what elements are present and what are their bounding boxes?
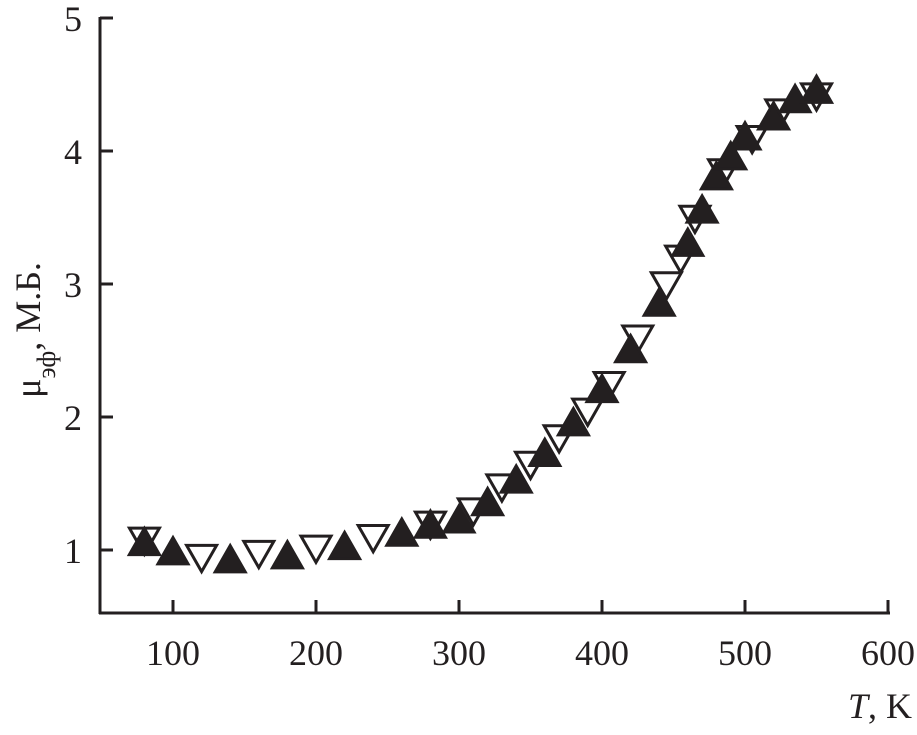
x-tick-label: 100 — [146, 633, 200, 673]
y-tick-label: 1 — [64, 531, 82, 571]
data-point-filled-triangle — [327, 529, 363, 561]
data-point-filled-triangle — [498, 462, 534, 494]
data-point-filled-triangle — [155, 534, 191, 566]
data-point-filled-triangle — [212, 542, 248, 574]
x-tick-label: 200 — [289, 633, 343, 673]
data-point-filled-triangle — [584, 372, 620, 404]
data-point-filled-triangle — [670, 226, 706, 257]
y-tick-label: 2 — [64, 398, 82, 438]
data-point-filled-triangle — [727, 119, 763, 151]
data-point-open-triangle — [184, 543, 220, 575]
data-point-filled-triangle — [269, 538, 305, 570]
ticks: 100 200 300 400 500 600 1 2 3 4 5 — [64, 0, 915, 673]
data-point-open-triangle — [298, 534, 334, 566]
data-point-filled-triangle — [470, 485, 506, 517]
x-tick-label: 400 — [575, 633, 629, 673]
data-point-filled-triangle — [713, 139, 749, 171]
data-point-filled-triangle — [126, 525, 162, 557]
y-axis-label: μэф, М.Б. — [8, 262, 61, 398]
data-point-open-triangle — [355, 523, 391, 555]
data-point-filled-triangle — [641, 285, 677, 317]
data-point-filled-triangle — [798, 73, 835, 104]
x-tick-label: 500 — [718, 633, 772, 673]
data-point-filled-triangle — [613, 332, 649, 364]
data-marks — [126, 73, 835, 575]
y-tick-label: 3 — [64, 265, 82, 305]
x-tick-label: 600 — [861, 633, 915, 673]
axes — [98, 17, 890, 615]
data-point-filled-triangle — [412, 508, 448, 539]
y-tick-label: 5 — [64, 0, 82, 39]
x-tick-label: 300 — [432, 633, 486, 673]
data-point-open-triangle — [648, 271, 684, 303]
x-axis-label: T, K — [848, 686, 912, 726]
data-point-filled-triangle — [555, 405, 591, 437]
data-point-open-triangle — [241, 539, 277, 571]
data-point-filled-triangle — [698, 159, 734, 191]
data-point-filled-triangle — [384, 516, 420, 547]
data-point-filled-triangle — [756, 99, 792, 131]
data-point-filled-triangle — [441, 502, 477, 534]
data-point-filled-triangle — [527, 436, 563, 467]
data-point-filled-triangle — [684, 192, 720, 224]
y-tick-label: 4 — [64, 132, 82, 172]
